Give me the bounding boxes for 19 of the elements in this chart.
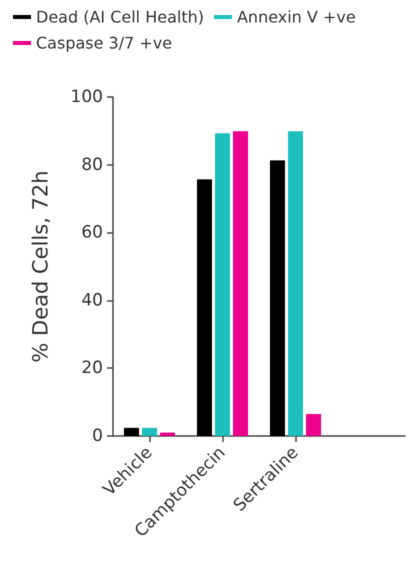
bar xyxy=(288,131,304,436)
bar xyxy=(214,133,230,436)
legend-label: Caspase 3/7 +ve xyxy=(36,34,172,52)
bar xyxy=(124,428,139,436)
legend-label: Dead (AI Cell Health) xyxy=(36,8,204,26)
y-axis-title: % Dead Cells, 72h xyxy=(28,170,52,363)
bar xyxy=(233,131,248,436)
y-tick-label: 0 xyxy=(92,426,103,446)
y-tick-label: 60 xyxy=(81,222,103,243)
bar xyxy=(160,432,176,436)
y-tick-label: 100 xyxy=(70,87,103,107)
bar xyxy=(270,160,285,436)
legend-label: Annexin V +ve xyxy=(236,8,356,26)
y-tick-label: 40 xyxy=(81,290,103,310)
y-tick-label: 20 xyxy=(81,358,103,378)
bar xyxy=(142,428,158,436)
y-tick-label: 80 xyxy=(81,154,103,175)
bar xyxy=(306,414,322,436)
bar xyxy=(196,179,212,436)
